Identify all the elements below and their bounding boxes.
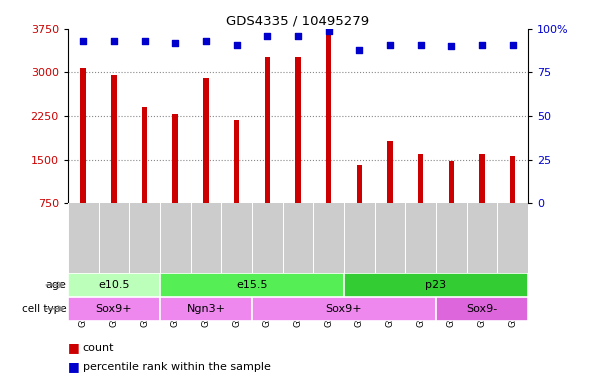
- Bar: [142, 107, 148, 203]
- Point: [385, 41, 395, 48]
- Bar: [234, 120, 240, 203]
- Bar: [356, 166, 362, 203]
- Bar: [479, 154, 485, 203]
- Bar: [68, 273, 160, 297]
- Bar: [203, 78, 209, 203]
- Point: [201, 38, 211, 44]
- Bar: [295, 57, 301, 203]
- Text: Ngn3+: Ngn3+: [186, 304, 225, 314]
- Text: count: count: [83, 343, 114, 353]
- Text: Sox9+: Sox9+: [326, 304, 362, 314]
- Bar: [172, 114, 178, 203]
- Text: e10.5: e10.5: [98, 280, 130, 290]
- Bar: [418, 154, 424, 203]
- Bar: [326, 32, 332, 203]
- Text: percentile rank within the sample: percentile rank within the sample: [83, 362, 270, 372]
- Point: [416, 41, 425, 48]
- Point: [232, 41, 241, 48]
- Bar: [160, 297, 252, 321]
- Text: cell type: cell type: [22, 304, 66, 314]
- Text: Sox9+: Sox9+: [96, 304, 132, 314]
- Point: [263, 33, 272, 39]
- Point: [508, 41, 517, 48]
- Point: [355, 47, 364, 53]
- Text: e15.5: e15.5: [236, 280, 268, 290]
- Text: Sox9-: Sox9-: [467, 304, 497, 314]
- Point: [140, 38, 149, 44]
- Bar: [111, 75, 117, 203]
- Point: [477, 41, 487, 48]
- Point: [293, 33, 303, 39]
- Text: p23: p23: [425, 280, 447, 290]
- Text: age: age: [45, 280, 66, 290]
- Title: GDS4335 / 10495279: GDS4335 / 10495279: [227, 15, 369, 28]
- Bar: [252, 297, 436, 321]
- Point: [78, 38, 88, 44]
- Bar: [160, 273, 344, 297]
- Bar: [68, 297, 160, 321]
- Point: [447, 43, 456, 49]
- Point: [109, 38, 119, 44]
- Bar: [436, 297, 528, 321]
- Bar: [387, 141, 393, 203]
- Text: ■: ■: [68, 341, 80, 354]
- Point: [171, 40, 180, 46]
- Bar: [264, 57, 270, 203]
- Bar: [510, 156, 516, 203]
- Bar: [80, 68, 86, 203]
- Bar: [448, 161, 454, 203]
- Bar: [344, 273, 528, 297]
- Text: ■: ■: [68, 360, 80, 373]
- Point: [324, 28, 333, 34]
